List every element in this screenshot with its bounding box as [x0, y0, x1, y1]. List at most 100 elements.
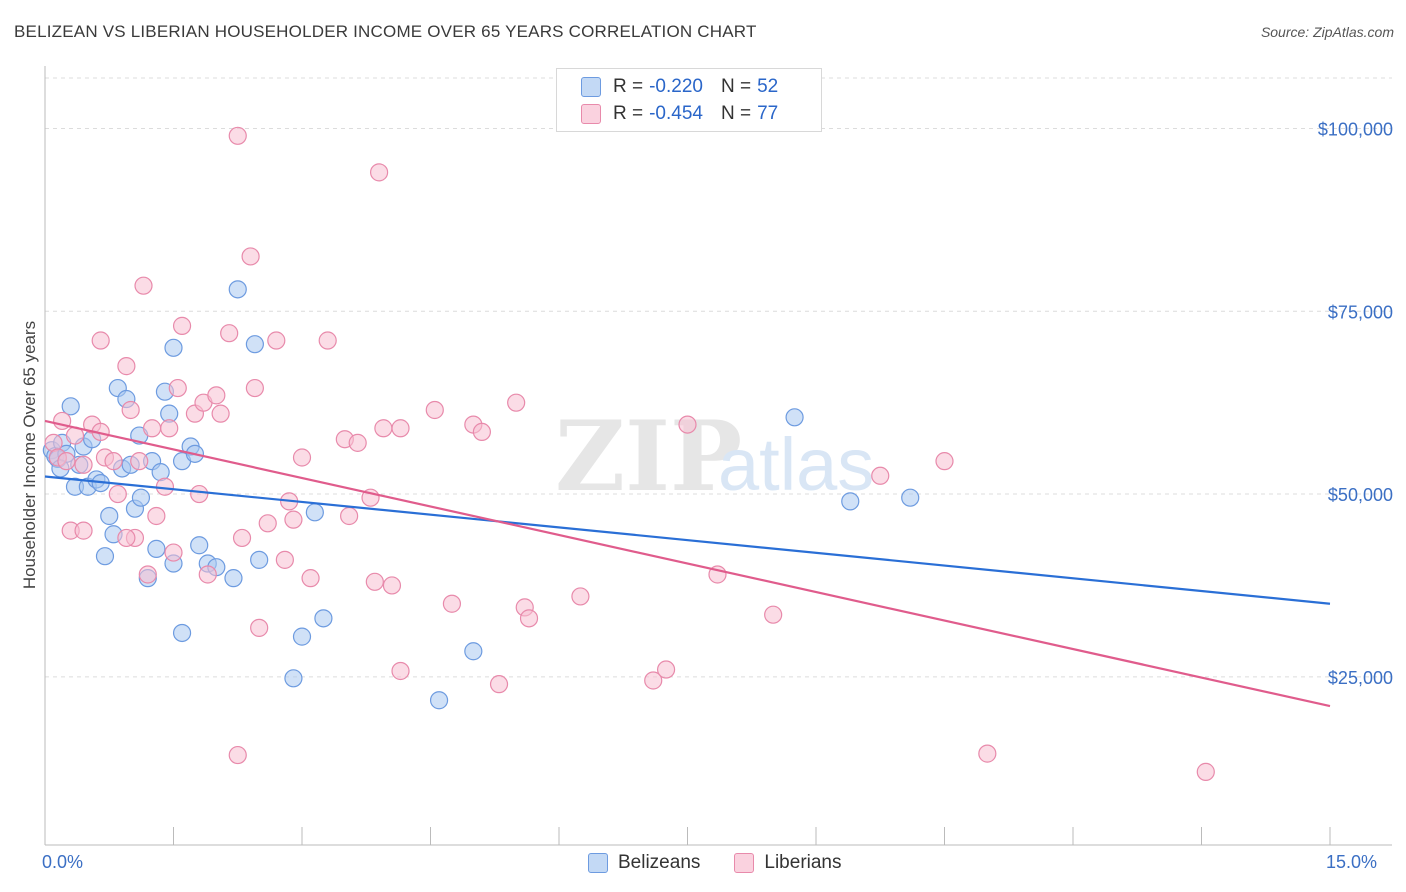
legend-swatch-liberians [581, 104, 601, 124]
data-point-liberians [365, 572, 384, 591]
trend-layer [44, 419, 1331, 708]
series-legend: Belizeans Liberians [588, 852, 876, 874]
data-point-liberians [348, 433, 367, 452]
series-label-liberians: Liberians [764, 852, 842, 873]
x-tick-label-max: 15.0% [1326, 852, 1378, 872]
data-point-liberians [211, 404, 230, 423]
data-point-liberians [121, 400, 140, 420]
data-point-belizeans [464, 642, 483, 661]
data-point-liberians [134, 276, 153, 295]
grid-layer [45, 77, 1392, 678]
data-point-liberians [190, 484, 209, 504]
data-point-liberians [160, 419, 179, 438]
data-point-belizeans [61, 397, 80, 416]
trend-line-belizeans [44, 475, 1331, 605]
data-point-belizeans [901, 488, 920, 507]
data-point-belizeans [164, 338, 183, 357]
correlation-legend: R = -0.220 N = 52 R = -0.454 N = 77 [556, 68, 822, 132]
data-point-liberians [108, 484, 127, 504]
data-point-liberians [250, 618, 269, 637]
series-swatch-belizeans [588, 853, 608, 873]
data-point-liberians [142, 419, 162, 438]
data-point-liberians [370, 163, 389, 182]
data-point-liberians [164, 543, 183, 562]
legend-n-value: 52 [757, 76, 779, 97]
data-point-belizeans [785, 408, 804, 427]
data-point-liberians [292, 448, 312, 467]
data-point-liberians [472, 422, 491, 442]
series-swatch-liberians [734, 853, 755, 873]
data-point-liberians [318, 331, 337, 350]
data-point-liberians [656, 660, 676, 679]
data-point-belizeans [429, 691, 449, 710]
data-point-liberians [130, 452, 149, 471]
data-point-liberians [571, 587, 590, 606]
legend-r-label: R = [613, 76, 644, 97]
data-point-liberians [442, 594, 462, 613]
trend-line-liberians [44, 419, 1331, 708]
data-point-liberians [245, 378, 264, 398]
y-tick-labels: $25,000 $50,000 $75,000 $100,000 [1318, 119, 1393, 687]
source-label: Source: ZipAtlas.com [1260, 24, 1394, 40]
data-point-liberians [391, 419, 410, 438]
data-point-liberians [241, 247, 260, 266]
data-point-liberians [207, 386, 226, 405]
legend-row-liberians: R = -0.454 N = 77 [581, 101, 778, 127]
legend-n-value: 77 [757, 103, 779, 124]
data-point-liberians [104, 452, 123, 471]
data-point-liberians [935, 452, 954, 471]
data-point-liberians [425, 400, 444, 420]
data-point-belizeans [172, 623, 192, 643]
watermark-atlas: atlas [718, 423, 874, 506]
data-point-liberians [644, 671, 663, 690]
data-point-liberians [232, 528, 252, 548]
data-point-liberians [1196, 762, 1215, 781]
data-point-liberians [301, 569, 320, 588]
data-point-liberians [978, 744, 997, 763]
series-legend-liberians[interactable]: Liberians [734, 852, 842, 874]
data-point-liberians [220, 324, 239, 343]
data-point-liberians [489, 675, 509, 694]
data-point-liberians [147, 506, 166, 526]
chart-title: BELIZEAN VS LIBERIAN HOUSEHOLDER INCOME … [14, 22, 757, 41]
data-point-liberians [172, 316, 192, 335]
data-point-belizeans [131, 488, 151, 507]
data-point-liberians [391, 661, 410, 681]
data-point-liberians [871, 466, 890, 485]
y-tick-label: $75,000 [1328, 302, 1393, 322]
data-point-liberians [198, 565, 217, 584]
watermark-zip: ZIP [555, 400, 742, 513]
legend-n-label: N = [720, 103, 752, 124]
data-point-liberians [74, 455, 93, 474]
data-point-belizeans [292, 627, 312, 646]
data-point-belizeans [250, 550, 269, 569]
data-point-liberians [91, 331, 110, 350]
data-point-belizeans [245, 335, 264, 354]
data-point-liberians [267, 331, 286, 350]
data-point-liberians [275, 550, 294, 569]
data-point-liberians [284, 510, 303, 529]
data-point-belizeans [95, 547, 115, 566]
data-point-liberians [764, 605, 783, 624]
legend-r-value: -0.220 [649, 76, 703, 97]
legend-r-value: -0.454 [649, 103, 703, 124]
legend-r-label: R = [613, 103, 644, 124]
data-point-liberians [519, 609, 539, 628]
data-point-belizeans [841, 492, 860, 511]
data-point-belizeans [228, 280, 247, 299]
y-tick-label: $50,000 [1328, 485, 1393, 505]
data-point-belizeans [314, 609, 333, 628]
legend-swatch-belizeans [581, 77, 601, 97]
data-point-belizeans [224, 569, 243, 588]
data-point-liberians [374, 419, 393, 438]
data-point-liberians [138, 565, 157, 584]
series-legend-belizeans[interactable]: Belizeans [588, 852, 700, 874]
x-tick-label-min: 0.0% [42, 852, 84, 872]
data-point-liberians [507, 393, 526, 412]
data-point-liberians [117, 528, 136, 548]
data-point-liberians [168, 378, 187, 398]
legend-row-belizeans: R = -0.220 N = 52 [581, 74, 778, 100]
data-point-liberians [228, 745, 247, 765]
